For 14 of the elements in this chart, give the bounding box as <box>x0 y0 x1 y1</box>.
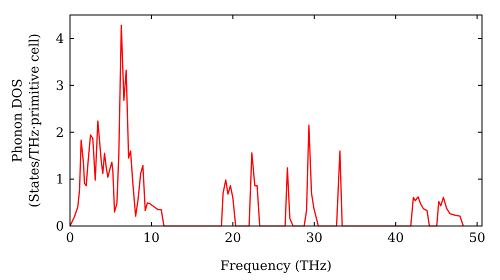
y-tick-label: 1 <box>56 172 64 188</box>
x-tick-label: 50 <box>468 231 486 246</box>
x-tick-label: 0 <box>66 231 74 246</box>
y-tick-label: 3 <box>56 78 64 94</box>
y-axis-title: Phonon DOS (States/THz·primitive cell) <box>10 33 42 208</box>
x-tick-label: 20 <box>224 231 242 246</box>
x-tick-label: 10 <box>143 231 160 246</box>
y-tick-label: 2 <box>56 126 64 141</box>
y-tick-label: 4 <box>56 32 64 47</box>
x-tick-label: 40 <box>387 231 404 246</box>
y-tick-label: 0 <box>56 220 64 235</box>
x-axis-title: Frequency (THz) <box>220 259 332 274</box>
x-tick-label: 30 <box>306 231 323 246</box>
line-series <box>69 24 464 227</box>
